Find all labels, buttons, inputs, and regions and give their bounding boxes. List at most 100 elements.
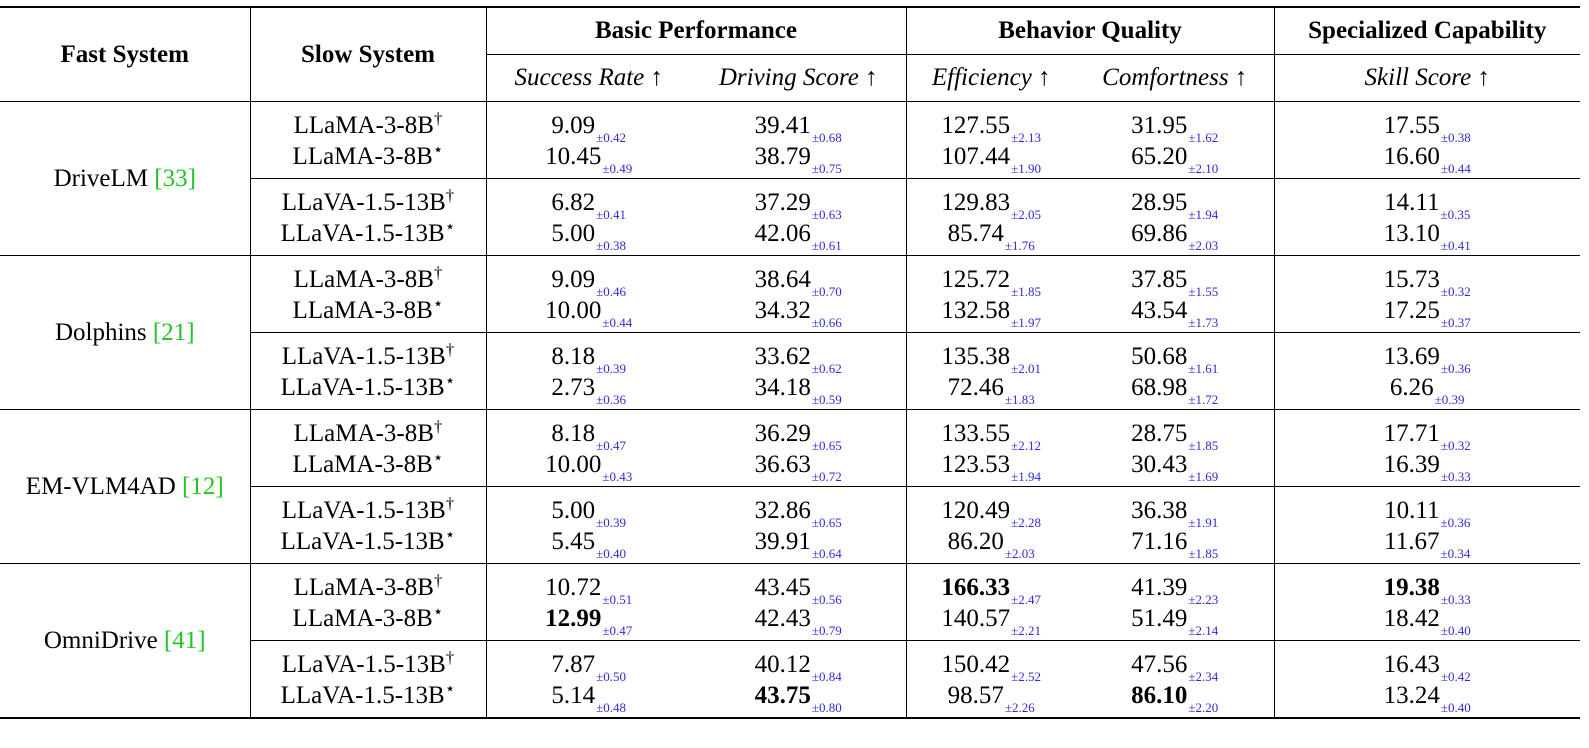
metric-mean: 150.42 (941, 651, 1011, 678)
metric-value: 8.18±0.47 (487, 418, 692, 452)
metric-std: ±2.52 (1011, 669, 1042, 684)
metric-std: ±1.85 (1188, 546, 1219, 561)
header-metric-driving-score: Driving Score ↑ (691, 54, 907, 102)
metric-value: 39.41±0.68 (691, 110, 906, 144)
header-metric-comfortness: Comfortness ↑ (1076, 54, 1275, 102)
metric-std: ±1.73 (1188, 315, 1219, 330)
metric-value: 37.29±0.63 (691, 187, 906, 221)
metric-value: 127.55±2.13 (907, 110, 1077, 144)
metric-value: 32.86±0.65 (691, 495, 906, 529)
metric-std: ±0.40 (596, 546, 627, 561)
metric-std: ±1.69 (1188, 469, 1219, 484)
metric-cell-skill-score: 19.38±0.33 18.42±0.40 (1274, 564, 1580, 641)
metric-std: ±0.63 (811, 207, 842, 222)
variant-mark: ⋆ (432, 602, 444, 621)
metric-mean: 86.10 (1131, 682, 1188, 709)
metric-std: ±2.13 (1011, 130, 1042, 145)
metric-mean: 30.43 (1131, 451, 1188, 478)
metric-value: 10.45±0.49 (487, 141, 692, 175)
metric-std: ±0.79 (811, 623, 842, 638)
slow-system-name: LLaVA-1.5-13B† (251, 341, 486, 372)
metric-cell-success-rate: 10.72±0.51 12.99±0.47 (486, 564, 691, 641)
fast-system-name: OmniDrive (43, 626, 158, 654)
metric-value: 69.86±2.03 (1076, 218, 1274, 252)
metric-cell-efficiency: 135.38±2.01 72.46±1.83 (906, 333, 1076, 410)
metric-std: ±2.26 (1004, 700, 1035, 715)
metric-value: 40.12±0.84 (691, 649, 906, 683)
metric-cell-driving-score: 43.45±0.56 42.43±0.79 (691, 563, 907, 641)
metric-mean: 65.20 (1131, 143, 1188, 170)
metric-value: 30.43±1.69 (1076, 449, 1274, 483)
metric-cell-skill-score: 15.73±0.32 17.25±0.37 (1274, 256, 1580, 333)
metric-cell-skill-score: 16.43±0.42 13.24±0.40 (1274, 641, 1580, 719)
metric-std: ±0.48 (596, 700, 627, 715)
metric-mean: 17.55 (1383, 112, 1440, 139)
metric-mean: 18.42 (1383, 605, 1440, 632)
metric-std: ±0.56 (811, 592, 842, 607)
metric-value: 43.54±1.73 (1076, 295, 1274, 329)
metric-mean: 7.87 (551, 651, 596, 678)
slow-system-cell: LLaVA-1.5-13B† LLaVA-1.5-13B⋆ (250, 640, 487, 718)
metric-value: 86.10±2.20 (1076, 680, 1274, 714)
fast-system-cell: Dolphins [21] (0, 255, 251, 410)
metric-std: ±0.43 (602, 469, 633, 484)
metric-value: 14.11±0.35 (1275, 187, 1581, 221)
metric-mean: 36.63 (754, 451, 811, 478)
citation-link[interactable]: [41] (163, 626, 206, 654)
metric-mean: 31.95 (1131, 112, 1188, 139)
metric-std: ±2.01 (1011, 361, 1042, 376)
variant-mark: ⋆ (432, 294, 444, 313)
metric-value: 36.29±0.65 (691, 418, 906, 452)
citation-link[interactable]: [12] (182, 472, 224, 500)
metric-std: ±0.42 (596, 130, 627, 145)
variant-mark: † (445, 186, 455, 205)
metric-cell-comfortness: 41.39±2.23 51.49±2.14 (1076, 563, 1275, 641)
metric-std: ±0.50 (596, 669, 627, 684)
metric-std: ±1.55 (1188, 284, 1219, 299)
metric-value: 16.39±0.33 (1275, 449, 1581, 483)
slow-system-label: LLaMA-3-8B (292, 605, 433, 632)
metric-value: 5.14±0.48 (487, 680, 692, 714)
citation-link[interactable]: [33] (154, 164, 196, 192)
metric-std: ±0.36 (596, 392, 627, 407)
variant-mark: † (445, 648, 455, 667)
metric-value: 11.67±0.34 (1275, 526, 1581, 560)
slow-system-label: LLaVA-1.5-13B (281, 651, 446, 678)
metric-mean: 16.60 (1383, 143, 1440, 170)
metric-std: ±1.72 (1188, 392, 1219, 407)
metric-mean: 13.24 (1383, 682, 1440, 709)
fast-system-name: Dolphins (54, 318, 147, 346)
metric-mean: 37.29 (754, 189, 811, 216)
slow-system-name: LLaVA-1.5-13B⋆ (251, 372, 486, 403)
metric-value: 47.56±2.34 (1076, 649, 1274, 683)
metric-value: 13.10±0.41 (1275, 218, 1581, 252)
slow-system-label: LLaVA-1.5-13B (280, 528, 445, 555)
table-row: OmniDrive [41] LLaMA-3-8B† LLaMA-3-8B⋆ 10.7… (0, 563, 1580, 718)
metric-std: ±2.03 (1004, 546, 1035, 561)
metric-value: 65.20±2.10 (1076, 141, 1274, 175)
metric-std: ±0.36 (1440, 361, 1471, 376)
metric-cell-success-rate: 8.18±0.47 10.00±0.43 (486, 410, 691, 487)
metric-cell-efficiency: 129.83±2.05 85.74±1.76 (906, 179, 1076, 256)
metric-std: ±0.59 (811, 392, 842, 407)
metric-std: ±0.84 (811, 669, 842, 684)
metric-std: ±0.38 (596, 238, 627, 253)
metric-cell-success-rate: 5.00±0.39 5.45±0.40 (486, 487, 691, 564)
metric-cell-driving-score: 40.12±0.84 43.75±0.80 (691, 640, 907, 718)
metric-value: 85.74±1.76 (907, 218, 1077, 252)
variant-mark: ⋆ (432, 448, 444, 467)
fast-system-name: DriveLM (53, 164, 148, 192)
metric-mean: 5.00 (551, 497, 596, 524)
metric-mean: 42.43 (754, 605, 811, 632)
slow-system-name: LLaMA-3-8B⋆ (251, 141, 486, 172)
table-row: Dolphins [21] LLaMA-3-8B† LLaMA-3-8B⋆ 9.09±… (0, 255, 1580, 410)
metric-std: ±0.47 (596, 438, 627, 453)
citation-link[interactable]: [21] (152, 318, 195, 346)
metric-value: 6.82±0.41 (487, 187, 692, 221)
fast-system-name: EM-VLM4AD (25, 472, 176, 500)
metric-value: 6.26±0.39 (1275, 372, 1581, 406)
slow-system-label: LLaMA-3-8B (292, 297, 433, 324)
metric-std: ±2.47 (1011, 592, 1042, 607)
slow-system-name: LLaMA-3-8B† (251, 418, 486, 449)
